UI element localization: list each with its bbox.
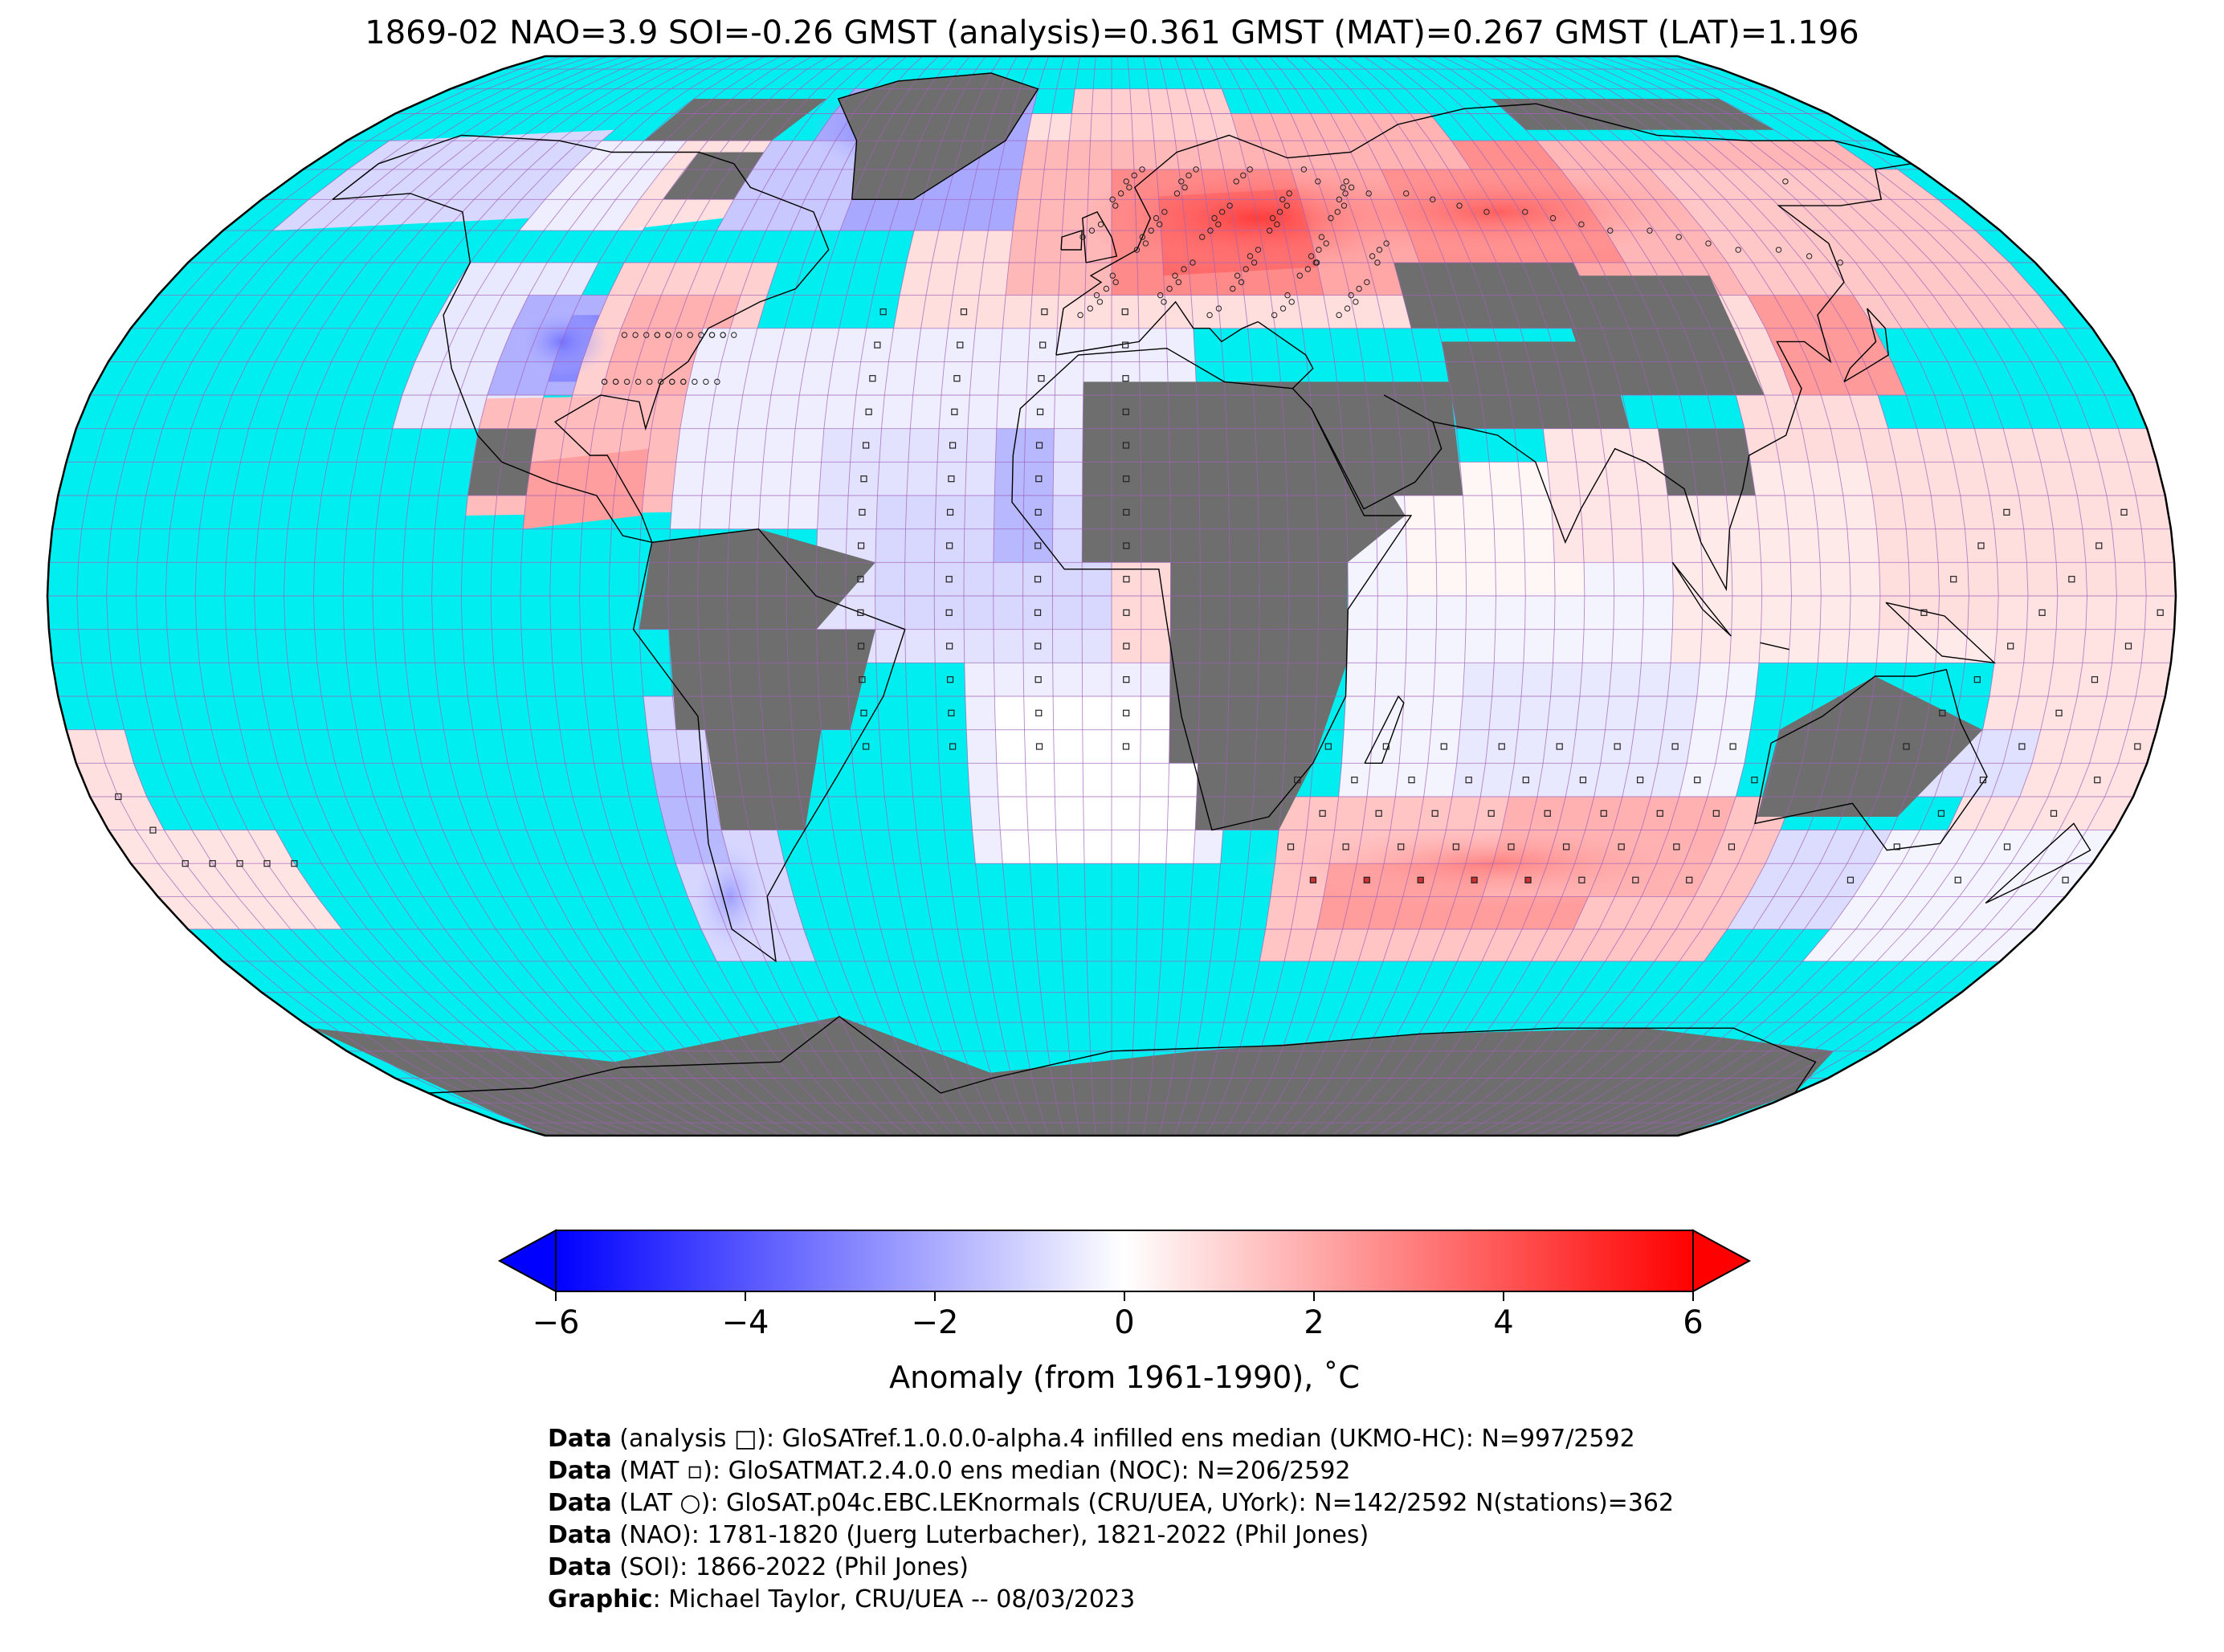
map-globe [47,56,2176,1136]
colorbar-body [555,1230,1694,1292]
colorbar-extend-low [497,1229,557,1293]
credits-block: Data (analysis □): GloSATref.1.0.0.0-alp… [548,1423,1674,1616]
credit-text: : Michael Taylor, CRU/UEA -- 08/03/2023 [652,1585,1136,1613]
credit-text: (analysis □): GloSATref.1.0.0.0-alpha.4 … [611,1425,1635,1453]
credit-line: Data (NAO): 1781-1820 (Juerg Luterbacher… [548,1519,1674,1552]
colorbar-tick-label: 6 [1683,1304,1703,1341]
credit-key: Data [548,1457,612,1485]
colorbar-tick-label: −4 [722,1304,769,1341]
credit-text: (SOI): 1866-2022 (Phil Jones) [611,1553,969,1581]
credit-text: (LAT ○): GloSAT.p04c.EBC.LEKnormals (CRU… [611,1489,1675,1517]
credit-text: (MAT ▫): GloSATMAT.2.4.0.0 ens median (N… [611,1457,1351,1485]
coastlines [332,72,2091,1094]
colorbar-tick-label: −2 [912,1304,959,1341]
credit-key: Data [548,1425,612,1453]
colorbar-tick-label: 0 [1114,1304,1134,1341]
colorbar-tick-label: 2 [1304,1304,1324,1341]
colorbar-label: Anomaly (from 1961-1990), ˚C [889,1360,1360,1395]
credit-key: Data [548,1521,612,1549]
credit-line: Data (SOI): 1866-2022 (Phil Jones) [548,1552,1674,1584]
colorbar-ticks: −6 −4 −2 0 2 4 6 [533,1291,1704,1341]
credit-key: Data [548,1553,612,1581]
land-no-data [312,73,1983,1136]
figure-title: 1869-02 NAO=3.9 SOI=-0.26 GMST (analysis… [365,14,1859,51]
colorbar-tick-label: 4 [1493,1304,1513,1341]
credit-text: (NAO): 1781-1820 (Juerg Luterbacher), 18… [611,1521,1369,1549]
credit-line: Data (analysis □): GloSATref.1.0.0.0-alp… [548,1423,1674,1455]
credit-line: Data (MAT ▫): GloSATMAT.2.4.0.0 ens medi… [548,1455,1674,1487]
observation-markers [115,166,2164,883]
credit-line: Data (LAT ○): GloSAT.p04c.EBC.LEKnormals… [548,1487,1674,1519]
map-boundary [46,55,2177,1137]
credit-key: Graphic [548,1585,653,1613]
credit-key: Data [548,1489,612,1517]
credit-line: Graphic: Michael Taylor, CRU/UEA -- 08/0… [548,1584,1674,1616]
colorbar-tick-label: −6 [533,1304,580,1341]
colorbar-extend-high [1692,1229,1752,1293]
world-map [46,55,2177,1137]
